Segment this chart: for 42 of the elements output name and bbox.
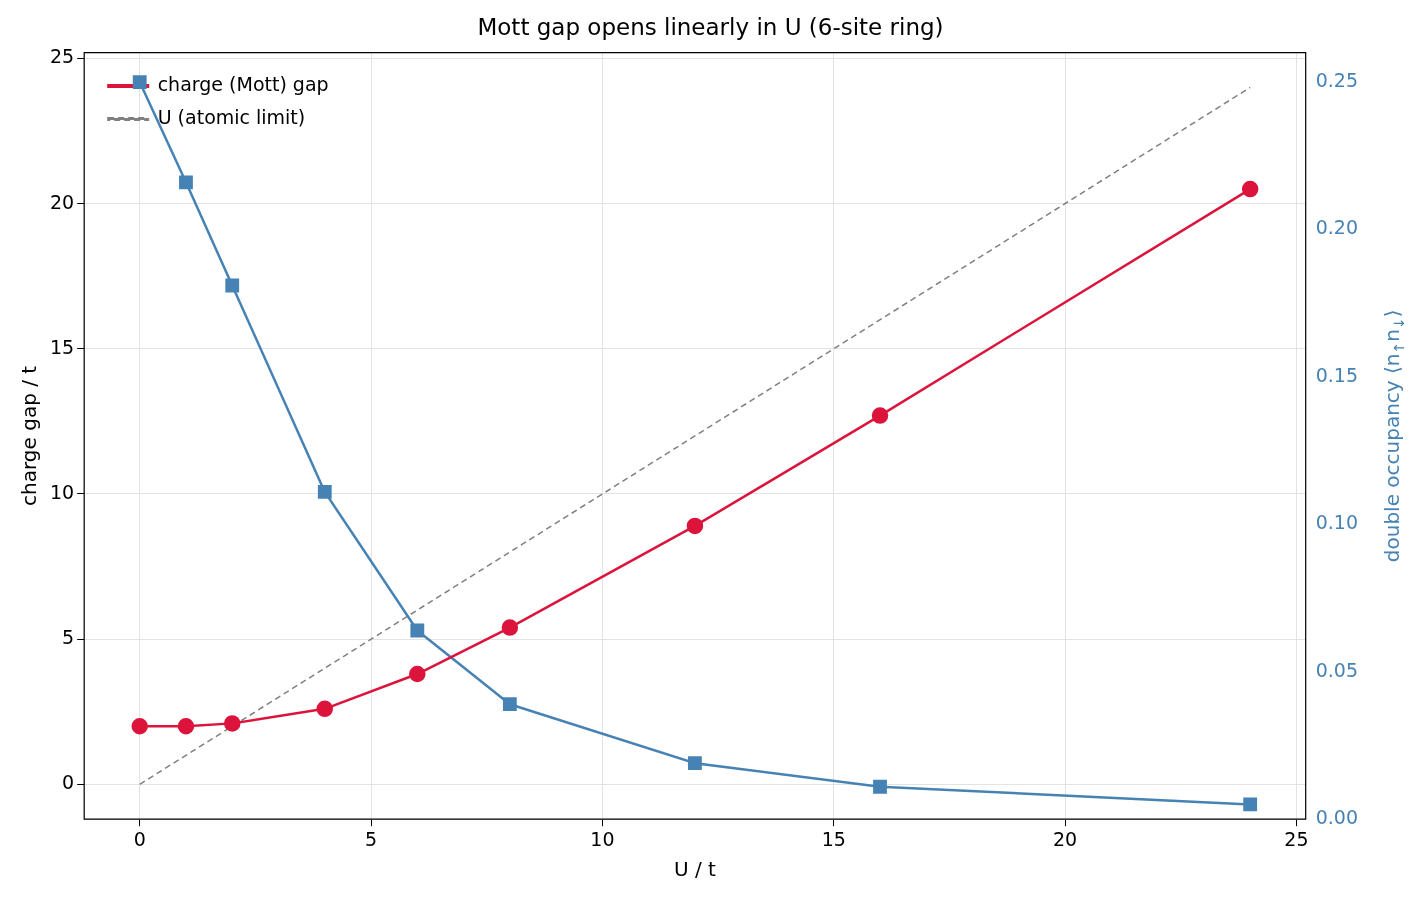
x-tick-label: 10 xyxy=(590,827,615,850)
point xyxy=(501,619,519,636)
y2-tick-label: 0.25 xyxy=(1315,69,1359,92)
x-tick-label: 25 xyxy=(1284,827,1309,850)
y-axis-title: charge gap / t xyxy=(17,365,42,506)
point xyxy=(410,623,425,638)
point xyxy=(179,175,193,190)
point xyxy=(688,756,702,771)
point xyxy=(871,407,889,424)
legend-label: U (atomic limit) xyxy=(157,106,306,129)
y2-axis-title: double occupancy ⟨n↑n↓⟩ xyxy=(1380,309,1407,563)
x-axis-title: U / t xyxy=(673,857,717,882)
point xyxy=(316,700,334,718)
point xyxy=(502,697,517,712)
point xyxy=(686,517,704,535)
chart-title: Mott gap opens linearly in U (6-site ring) xyxy=(477,13,944,40)
point xyxy=(131,718,148,735)
point xyxy=(317,485,332,499)
point xyxy=(177,718,195,735)
point xyxy=(873,779,887,794)
x-tick-label: 20 xyxy=(1053,827,1078,850)
y-tick-label: 5 xyxy=(62,626,75,649)
y-tick-label: 0 xyxy=(62,771,75,794)
point xyxy=(223,715,241,732)
x-tick-label: 5 xyxy=(365,827,378,850)
y2-tick-label: 0.15 xyxy=(1315,363,1359,386)
legend-label: charge (Mott) gap xyxy=(157,73,329,96)
x-tick-label: 0 xyxy=(133,827,146,850)
y2-tick-label: 0.10 xyxy=(1315,511,1359,534)
y-tick-label: 25 xyxy=(49,45,75,68)
point xyxy=(225,278,240,293)
y2-tick-label: 0.20 xyxy=(1315,216,1359,239)
x-tick-label: 15 xyxy=(821,827,846,850)
y-tick-label: 10 xyxy=(49,480,75,503)
point xyxy=(132,75,147,89)
y-tick-label: 20 xyxy=(49,190,75,213)
y2-tick-label: 0.00 xyxy=(1315,806,1359,829)
y-tick-label: 15 xyxy=(49,335,75,358)
point xyxy=(1241,180,1259,198)
point xyxy=(409,665,426,683)
point xyxy=(1243,797,1258,812)
y2-tick-label: 0.05 xyxy=(1315,658,1359,681)
